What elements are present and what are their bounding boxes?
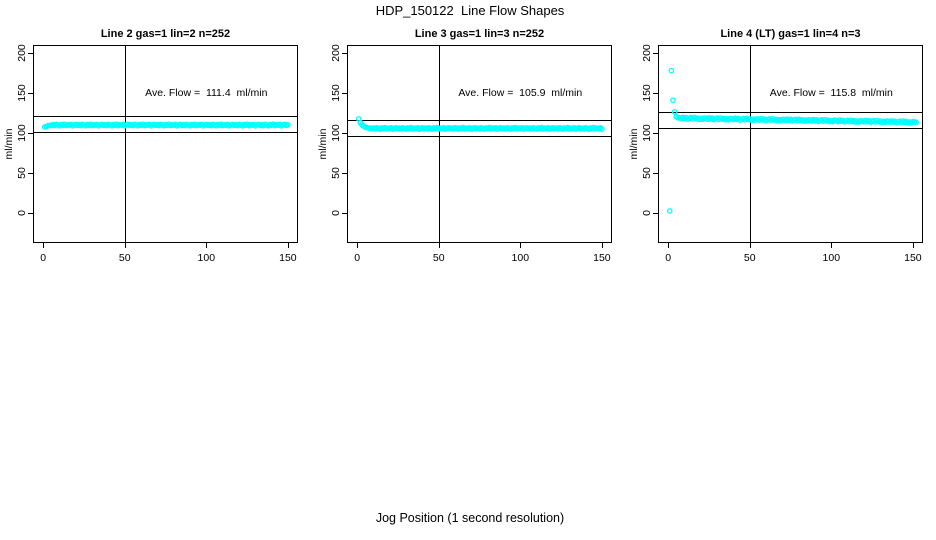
y-tick-label: 50 xyxy=(16,167,28,179)
x-tick-label: 50 xyxy=(743,252,756,264)
x-tick-label: 150 xyxy=(279,252,297,264)
y-axis-label: ml/min xyxy=(317,128,329,160)
x-tick-label: 150 xyxy=(904,252,922,264)
data-point xyxy=(671,108,678,115)
x-axis-title: Jog Position (1 second resolution) xyxy=(375,511,565,525)
panel-title: Line 2 gas=1 lin=2 n=252 xyxy=(100,28,231,40)
y-tick-label: 150 xyxy=(16,84,28,102)
plot-box-border xyxy=(658,45,923,243)
x-tick-label: 150 xyxy=(593,252,611,264)
data-point xyxy=(285,121,291,128)
ave-flow-annotation: Ave. Flow = 111.4 ml/min xyxy=(145,87,268,99)
data-points xyxy=(666,67,919,214)
data-point xyxy=(670,97,676,104)
y-tick-label: 150 xyxy=(641,84,653,102)
y-tick-label: 100 xyxy=(641,124,653,142)
panel-title: Line 3 gas=1 lin=3 n=252 xyxy=(414,28,545,40)
y-tick-label: 50 xyxy=(641,167,653,179)
y-tick-label: 200 xyxy=(641,44,653,62)
y-axis-label: ml/min xyxy=(628,128,640,160)
plot-area-svg xyxy=(28,45,298,248)
y-tick-label: 200 xyxy=(16,44,28,62)
plot-box-border xyxy=(33,45,298,243)
data-point xyxy=(666,208,673,214)
y-tick-label: 200 xyxy=(330,44,342,62)
y-tick-label: 100 xyxy=(330,124,342,142)
panel-title: Line 4 (LT) gas=1 lin=4 n=3 xyxy=(720,28,861,40)
plot-box-border xyxy=(347,45,612,243)
y-tick-label: 50 xyxy=(330,167,342,179)
data-point xyxy=(668,67,675,74)
y-tick-label: 0 xyxy=(16,210,28,216)
data-points xyxy=(355,116,605,132)
data-point xyxy=(599,126,605,132)
y-tick-label: 0 xyxy=(330,210,342,216)
y-tick-label: 150 xyxy=(330,84,342,102)
data-points xyxy=(41,121,291,130)
x-tick-label: 0 xyxy=(354,252,361,264)
x-tick-label: 100 xyxy=(197,252,216,264)
ave-flow-annotation: Ave. Flow = 105.9 ml/min xyxy=(458,87,583,99)
plot-area-svg xyxy=(342,45,612,248)
ave-flow-annotation: Ave. Flow = 115.8 ml/min xyxy=(769,87,893,99)
x-tick-label: 100 xyxy=(822,252,841,264)
x-tick-label: 100 xyxy=(511,252,530,264)
figure-title: HDP_150122 Line Flow Shapes xyxy=(375,3,565,18)
x-tick-label: 50 xyxy=(118,252,131,264)
y-axis-label: ml/min xyxy=(3,128,15,160)
x-tick-label: 50 xyxy=(432,252,445,264)
x-tick-label: 0 xyxy=(40,252,47,264)
x-tick-label: 0 xyxy=(665,252,672,264)
y-tick-label: 100 xyxy=(16,124,28,142)
plot-area-svg xyxy=(653,45,923,248)
y-tick-label: 0 xyxy=(641,210,653,216)
data-point xyxy=(913,119,919,126)
